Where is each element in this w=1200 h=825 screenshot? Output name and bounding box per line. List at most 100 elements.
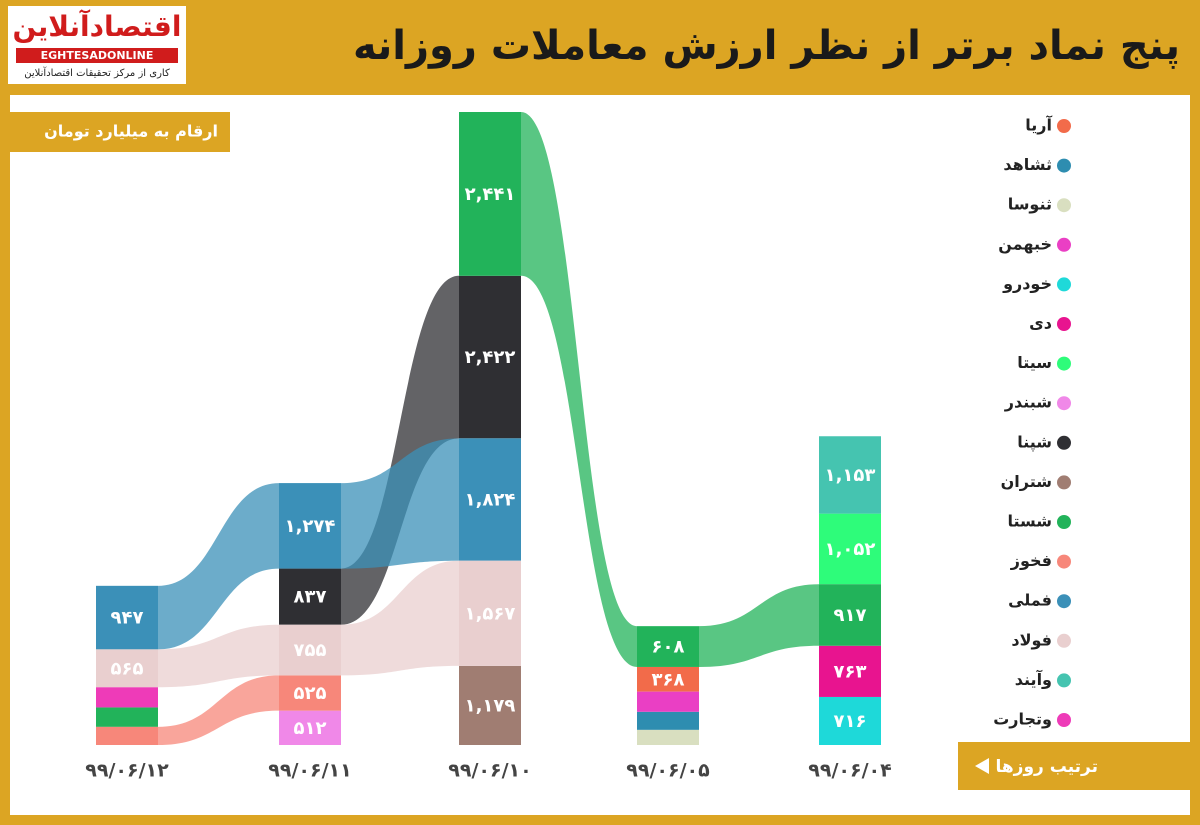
legend-swatch: [1057, 475, 1071, 490]
legend-label: آریا: [1025, 115, 1052, 135]
legend-label: فولاد: [1011, 630, 1052, 649]
segment: [459, 275, 521, 439]
legend-swatch: [1057, 198, 1071, 213]
order-note: ترتیب روزها: [995, 757, 1098, 777]
flow: [158, 483, 279, 650]
value-label: ۷۵۵: [294, 640, 327, 661]
value-label: ۷۱۶: [834, 711, 867, 732]
segment: [819, 696, 881, 745]
x-tick-label: ۹۹/۰۶/۰۵: [626, 760, 710, 782]
value-label: ۱,۱۵۳: [825, 465, 876, 486]
value-label: ۷۶۳: [834, 661, 867, 682]
legend-swatch: [1057, 396, 1071, 411]
flow: [158, 675, 279, 745]
segment: [279, 483, 341, 569]
legend-label: فملی: [1008, 591, 1052, 610]
legend-swatch: [1057, 713, 1071, 727]
chart-title: پنج نماد برتر از نظر ارزش معاملات روزانه: [353, 23, 1180, 69]
subtitle: ارقام به میلیارد تومان: [44, 122, 218, 141]
legend-label: سیتا: [1017, 353, 1052, 372]
legend-label: شپنا: [1017, 432, 1052, 452]
legend-swatch: [1057, 515, 1071, 529]
legend-swatch: [1057, 277, 1071, 292]
segment: [279, 624, 341, 676]
segment: [637, 691, 699, 712]
segment: [637, 711, 699, 730]
legend-swatch: [1057, 356, 1071, 371]
value-label: ۵۱۲: [294, 718, 327, 739]
legend-label: وتجارت: [993, 710, 1052, 729]
flow: [341, 275, 459, 625]
x-tick-label: ۹۹/۰۶/۱۲: [85, 760, 169, 782]
segment: [637, 729, 699, 745]
segment: [819, 436, 881, 514]
legend-swatch: [1057, 237, 1071, 252]
panel: [10, 95, 1190, 815]
segment: [96, 585, 158, 650]
value-label: ۱,۱۷۹: [465, 695, 516, 716]
segment: [279, 675, 341, 711]
segment: [459, 665, 521, 745]
value-label: ۱,۸۲۴: [465, 490, 516, 511]
segment: [637, 666, 699, 692]
segment: [96, 687, 158, 708]
legend-swatch: [1057, 554, 1071, 569]
legend-swatch: [1057, 633, 1071, 648]
legend-label: شستا: [1007, 512, 1052, 531]
legend-label: شتران: [1001, 472, 1052, 491]
legend-label: دی: [1029, 314, 1052, 333]
logo: اقتصادآنلاین: [13, 9, 182, 43]
segment: [96, 649, 158, 688]
legend-label: ثنوسا: [1008, 195, 1052, 214]
legend-label: خبهمن: [998, 234, 1052, 253]
legend-label: وآیند: [1015, 669, 1052, 689]
segment: [96, 726, 158, 745]
x-tick-label: ۹۹/۰۶/۱۱: [268, 760, 351, 782]
order-box: [958, 742, 1190, 790]
value-label: ۹۱۷: [834, 605, 867, 626]
flow: [341, 560, 459, 676]
segment: [459, 560, 521, 666]
legend-swatch: [1057, 673, 1071, 688]
legend-swatch: [1057, 317, 1071, 331]
legend-swatch: [1057, 119, 1071, 133]
segment: [459, 112, 521, 276]
value-label: ۹۴۷: [111, 608, 144, 629]
segment: [459, 438, 521, 561]
segment: [96, 707, 158, 727]
flow: [341, 438, 459, 569]
segment: [637, 626, 699, 667]
value-label: ۲,۴۲۲: [465, 347, 516, 368]
legend-swatch: [1057, 594, 1071, 609]
x-tick-label: ۹۹/۰۶/۱۰: [448, 760, 531, 782]
flow: [158, 624, 279, 688]
legend-swatch: [1057, 435, 1071, 450]
logo-latin: EGHTESADONLINE: [41, 49, 154, 62]
segment: [819, 584, 881, 646]
flow: [699, 584, 819, 667]
flow: [521, 112, 637, 667]
logo-bar: [16, 48, 178, 63]
legend-label: فخوز: [1010, 551, 1052, 570]
legend-label: خودرو: [1002, 274, 1052, 293]
x-tick-label: ۹۹/۰۶/۰۴: [808, 760, 891, 782]
arrow: [975, 758, 989, 774]
value-label: ۳۶۸: [652, 669, 685, 690]
legend-label: ثشاهد: [1003, 155, 1052, 174]
legend-swatch: [1057, 158, 1071, 173]
segment: [819, 645, 881, 697]
value-label: ۵۲۵: [294, 683, 327, 704]
segment: [279, 710, 341, 745]
value-label: ۱,۲۷۴: [285, 516, 336, 537]
legend-label: شبندر: [1004, 393, 1052, 412]
value-label: ۶۰۸: [652, 637, 685, 658]
subtitle-box: [10, 112, 230, 152]
value-label: ۱,۵۶۷: [465, 603, 516, 624]
value-label: ۲,۴۴۱: [465, 184, 516, 205]
tagline: کاری از مرکز تحقیقات اقتصادآنلاین: [24, 66, 170, 79]
logo-box: [8, 6, 186, 84]
value-label: ۱,۰۵۲: [825, 539, 876, 560]
value-label: ۵۶۵: [111, 658, 144, 679]
segment: [819, 513, 881, 585]
